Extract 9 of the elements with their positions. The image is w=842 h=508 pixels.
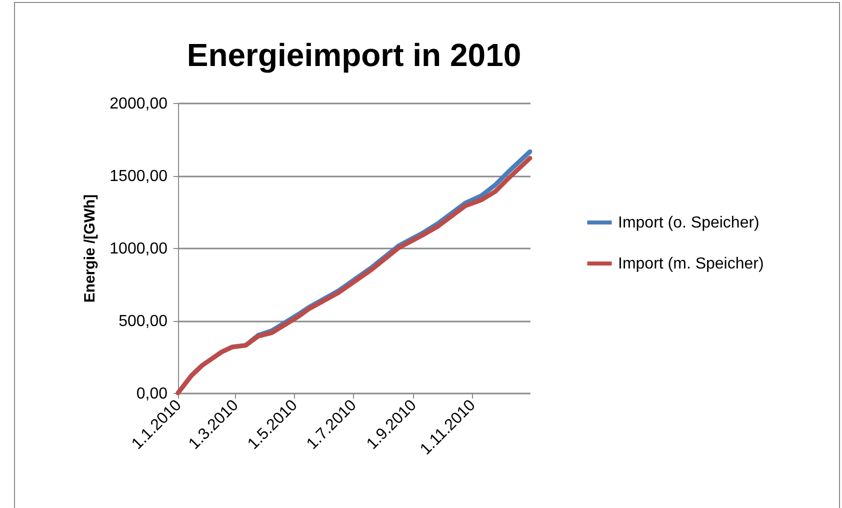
legend-label: Import (m. Speicher): [618, 256, 764, 272]
y-tick-label: 500,00: [118, 313, 168, 330]
y-tick-label: 0,00: [136, 386, 168, 402]
chart-title: Energieimport in 2010: [186, 37, 522, 73]
y-axis-title: Energie /[GWh]: [82, 194, 99, 303]
y-tick-label: 2000,00: [110, 96, 168, 112]
y-tick-label: 1500,00: [110, 168, 168, 185]
y-tick-label: 1000,00: [110, 240, 168, 258]
legend-label: Import (o. Speicher): [618, 214, 760, 232]
